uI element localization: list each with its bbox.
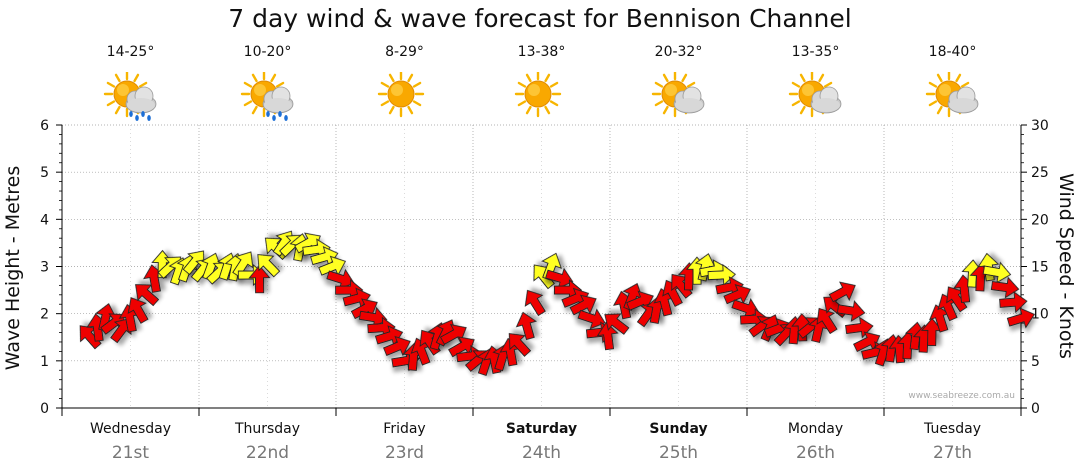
y-tick-right-label: 0 [1031,401,1040,417]
day-temperature: 18-40° [928,44,977,60]
y-tick-right-label: 25 [1031,165,1049,181]
y-tick-right-label: 30 [1031,118,1049,134]
day-name: Friday [383,421,426,437]
sun-cloud-icon [923,70,983,124]
y-tick-right-label: 10 [1031,307,1049,323]
day-date: 25th [658,443,699,463]
wind-arrow [383,335,411,357]
wind-arrow [604,313,630,335]
day-temperature: 20-32° [654,44,703,60]
wind-arrow [929,304,950,333]
sun-icon [375,70,435,124]
sun-cloud-rain-icon [101,70,161,124]
wind-arrow [920,317,943,347]
day-temperature: 13-38° [517,44,566,60]
sun-cloud-icon [649,70,709,124]
wind-arrow [127,297,149,324]
day-temperature: 13-35° [791,44,840,60]
y-axis-right-label: Wind Speed - Knots [1055,173,1077,359]
wind-arrow [836,300,866,322]
wind-arrow [946,286,968,313]
y-tick-right-label: 15 [1031,260,1049,276]
day-name: Thursday [234,421,301,437]
day-temperature: 14-25° [106,44,155,60]
day-name: Saturday [505,421,578,437]
wind-arrow [990,276,1020,299]
wind-arrow [515,311,537,341]
wind-arrow [596,321,619,351]
wind-arrow [671,273,693,299]
y-tick-left-label: 2 [40,307,49,323]
sun-icon [512,70,572,124]
wind-arrow [1006,307,1036,329]
day-name: Monday [787,421,844,437]
wind-arrow [524,289,546,317]
y-tick-right-label: 20 [1031,212,1049,228]
sun-cloud-icon [786,70,846,124]
y-tick-left-label: 4 [40,212,49,228]
wind-arrow [257,254,281,278]
plot-axes: 0 1 2 3 4 5 6 0 5 10 15 20 25 30 [40,118,1049,417]
y-tick-left-label: 5 [40,165,49,181]
chart-title: 7 day wind & wave forecast for Bennison … [228,4,852,33]
wind-arrow [569,294,597,316]
wind-arrow [723,284,752,305]
wind-arrow [982,261,1012,284]
y-axis-left-label: Wave Height - Metres [2,165,24,371]
day-temperature: 10-20° [243,44,292,60]
day-date: 23rd [384,443,425,463]
y-tick-left-label: 3 [40,260,49,276]
day-date: 27th [932,443,973,463]
y-tick-left-label: 0 [40,401,49,417]
watermark: www.seabreeze.com.au [908,391,1015,401]
day-date: 24th [521,443,562,463]
wind-arrow [248,264,271,294]
wind-arrow [545,267,574,289]
wind-arrow [318,255,347,277]
wind-arrow [182,250,205,276]
day-date: 22nd [245,443,290,463]
wind-arrow [828,281,856,303]
y-tick-right-label: 5 [1031,354,1040,370]
day-name: Wednesday [89,421,172,437]
wind-arrow [577,308,606,330]
day-temperature: 8-29° [385,44,424,60]
wind-arrow [999,291,1028,314]
wind-arrow [135,284,160,307]
wind-arrow [508,333,532,357]
y-tick-left-label: 1 [40,354,49,370]
day-name: Tuesday [924,421,981,437]
sun-cloud-rain-icon [238,70,298,124]
day-date: 21st [111,443,150,463]
y-tick-left-label: 6 [40,118,49,134]
day-name: Sunday [649,421,708,437]
day-date: 26th [795,443,836,463]
wind-arrows [79,230,1036,376]
